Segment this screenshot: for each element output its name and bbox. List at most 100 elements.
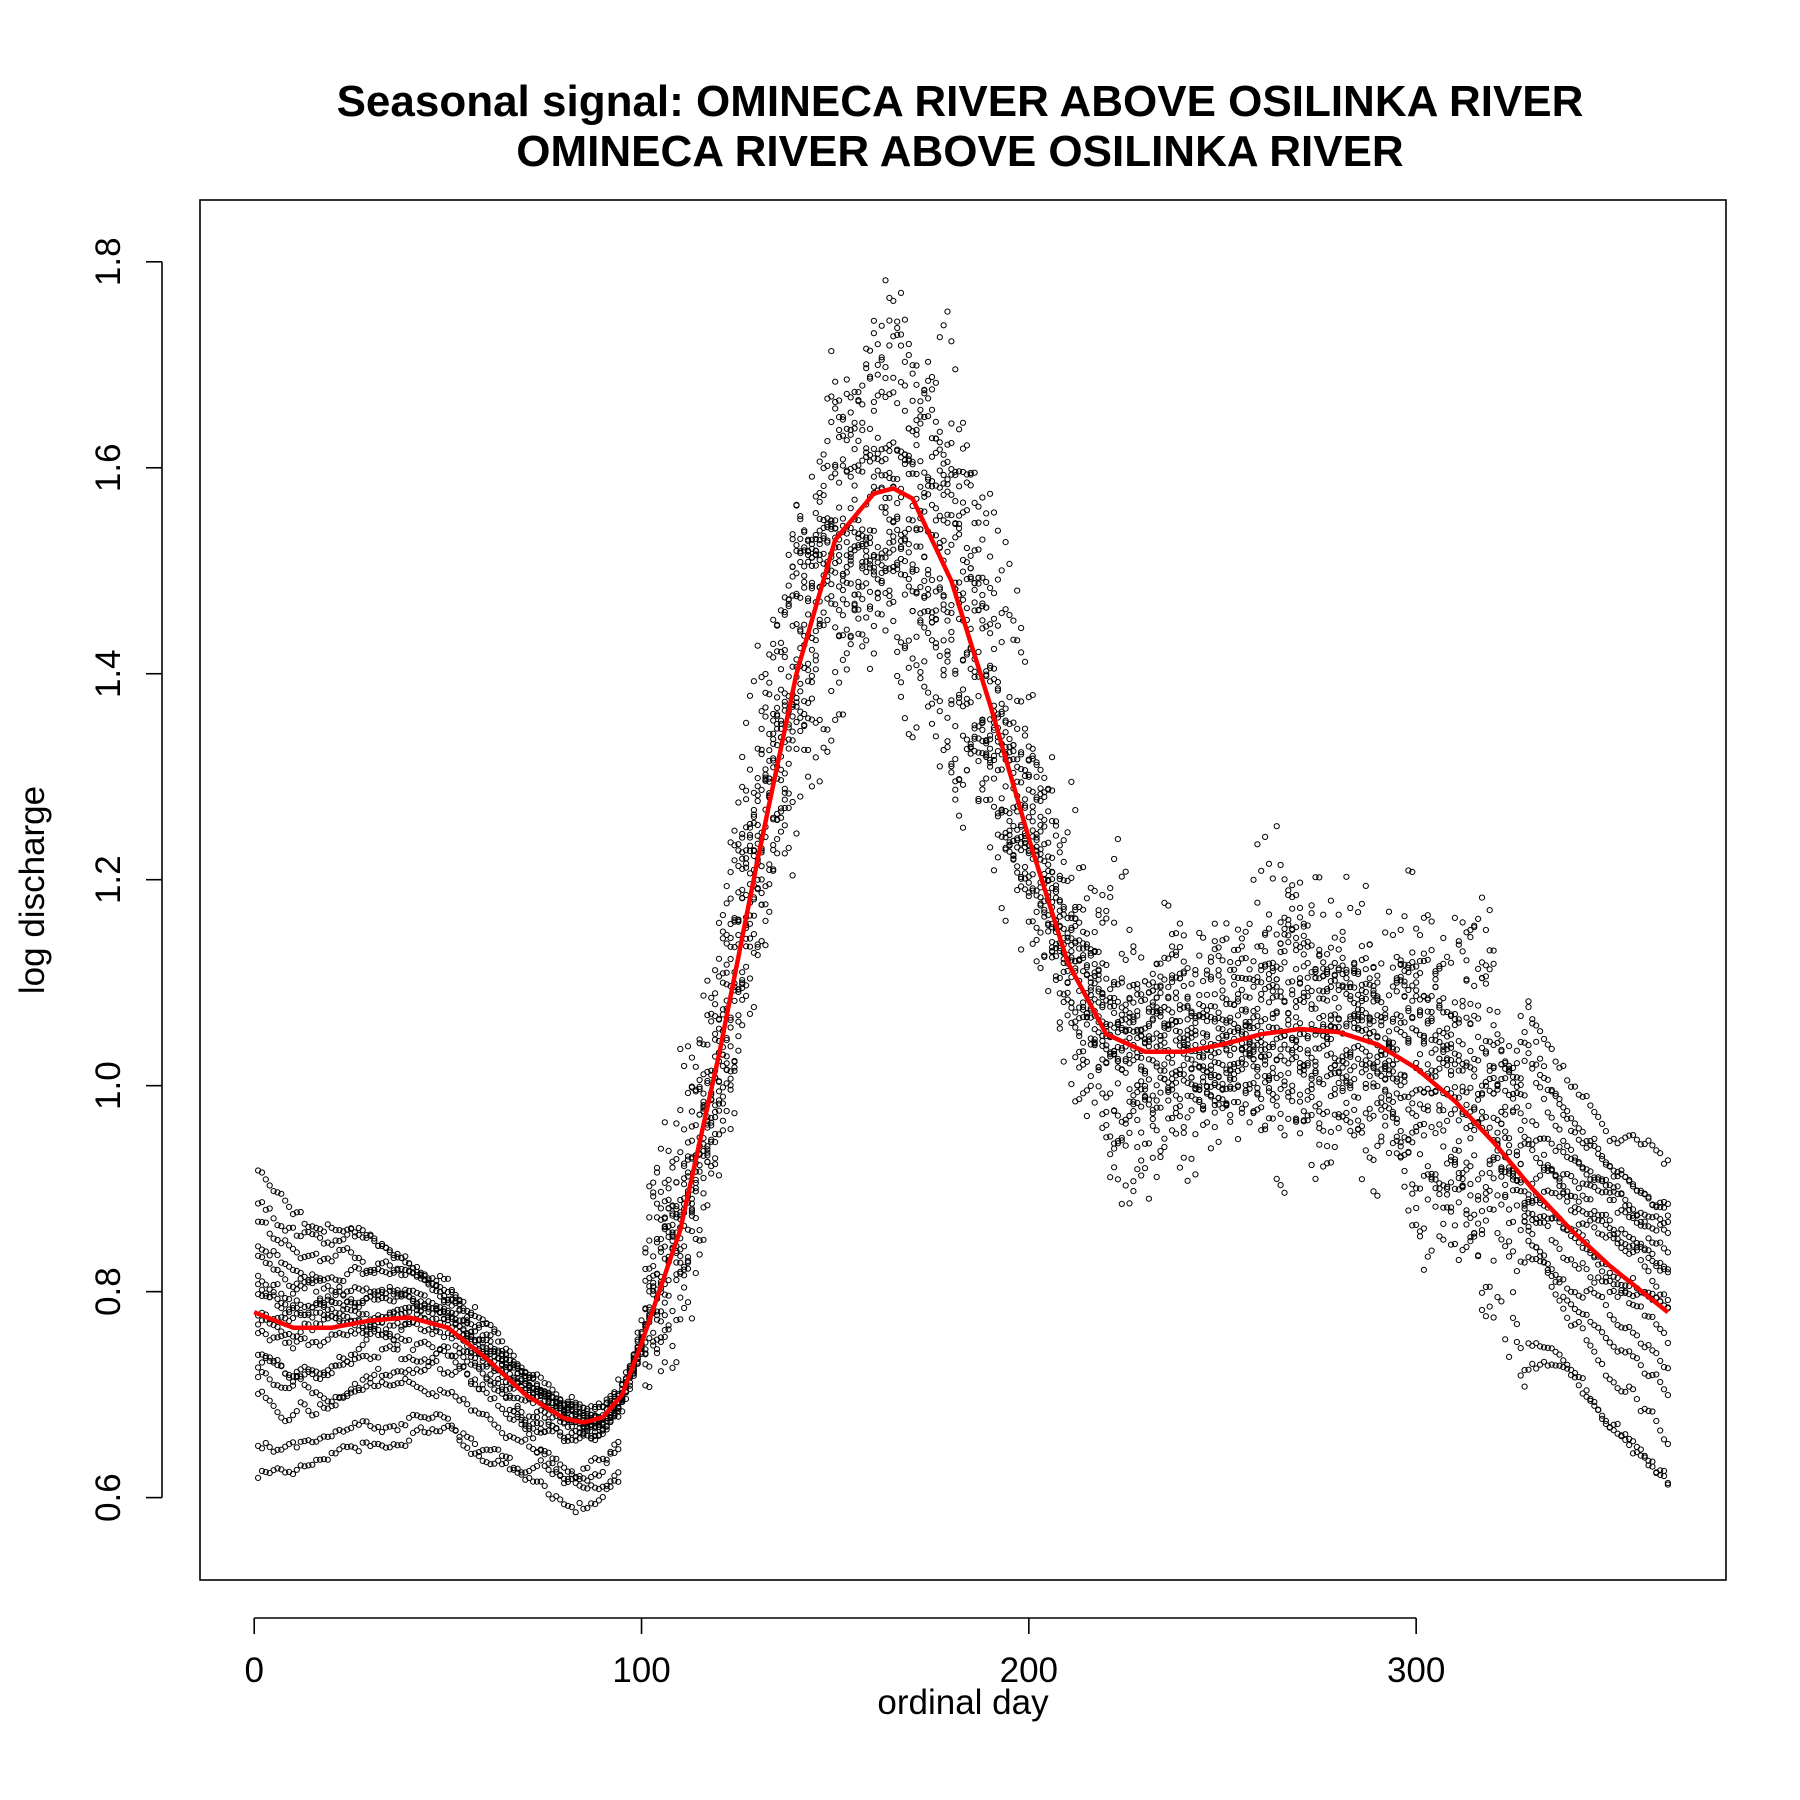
data-point <box>897 571 905 578</box>
data-point <box>464 1370 471 1377</box>
data-point <box>793 570 800 577</box>
data-point <box>471 1355 479 1362</box>
data-point <box>859 643 866 650</box>
data-point <box>1339 1074 1346 1081</box>
data-point <box>816 622 823 630</box>
data-point <box>1657 1204 1664 1211</box>
data-point <box>1180 1041 1187 1049</box>
data-point <box>1126 1051 1133 1059</box>
data-point <box>545 1381 552 1388</box>
data-point <box>1331 972 1338 979</box>
data-point <box>1122 1182 1129 1189</box>
data-point <box>1231 966 1238 973</box>
data-point <box>297 1233 304 1240</box>
data-point <box>1324 968 1331 976</box>
data-point <box>289 1290 297 1297</box>
data-point <box>1490 947 1497 954</box>
data-point <box>417 1326 424 1333</box>
data-point <box>642 1350 649 1357</box>
data-point <box>1533 1175 1540 1182</box>
data-point <box>1595 1230 1602 1237</box>
data-point <box>1149 999 1156 1006</box>
data-point <box>1502 1059 1509 1067</box>
data-point <box>1548 1215 1555 1222</box>
data-point <box>1405 1037 1412 1044</box>
data-point <box>1153 1004 1160 1011</box>
data-point <box>1343 975 1350 982</box>
data-point <box>812 562 819 569</box>
data-point <box>952 786 959 793</box>
data-point <box>491 1326 498 1333</box>
data-point <box>1614 1281 1621 1288</box>
data-point <box>452 1310 459 1317</box>
data-point <box>762 883 769 890</box>
data-point <box>1498 1048 1505 1055</box>
data-point <box>1021 804 1029 811</box>
data-point <box>789 728 796 735</box>
data-point <box>1045 928 1052 935</box>
data-point <box>336 1318 343 1325</box>
data-point <box>297 1208 304 1216</box>
data-point <box>286 1306 293 1313</box>
data-point <box>1014 837 1021 844</box>
data-point <box>808 536 816 543</box>
data-point <box>967 482 974 489</box>
data-point <box>278 1190 285 1197</box>
data-point <box>805 595 812 602</box>
data-point <box>332 1288 339 1296</box>
data-point <box>797 680 804 687</box>
data-point <box>1207 954 1215 961</box>
data-point <box>332 1362 339 1369</box>
data-point <box>274 1334 281 1341</box>
data-point <box>913 543 920 550</box>
data-point <box>1331 995 1338 1002</box>
data-point <box>1629 1214 1637 1222</box>
data-point <box>1331 959 1338 967</box>
data-point <box>1389 1039 1397 1046</box>
data-point <box>1564 1143 1571 1150</box>
data-point <box>359 1299 366 1307</box>
data-point <box>1401 993 1408 1000</box>
data-point <box>1033 834 1040 841</box>
data-point <box>1138 1157 1145 1164</box>
data-point <box>289 1302 297 1309</box>
data-point <box>1114 998 1122 1005</box>
data-point <box>1231 1001 1238 1008</box>
data-point <box>1571 1289 1579 1296</box>
data-point <box>1227 1028 1234 1035</box>
data-point <box>851 496 858 503</box>
data-point <box>719 1093 727 1100</box>
data-point <box>874 610 881 617</box>
data-point <box>332 1276 339 1283</box>
data-point <box>1436 998 1443 1005</box>
data-point <box>499 1383 506 1390</box>
data-point <box>1111 1002 1118 1010</box>
data-point <box>1068 914 1075 922</box>
data-point <box>1645 1342 1652 1349</box>
data-point <box>1176 1042 1184 1049</box>
data-point <box>417 1339 424 1346</box>
data-point <box>533 1371 541 1378</box>
data-point <box>731 1067 738 1074</box>
data-point <box>952 723 959 730</box>
data-point <box>1552 1058 1559 1065</box>
data-point <box>828 737 835 744</box>
data-point <box>913 525 920 532</box>
data-point <box>944 548 951 555</box>
data-point <box>1262 948 1269 955</box>
data-point <box>832 601 839 608</box>
data-point <box>777 766 785 773</box>
data-point <box>743 719 750 727</box>
data-point <box>506 1365 513 1372</box>
data-point <box>332 1393 339 1401</box>
data-point <box>444 1275 451 1282</box>
data-point <box>1277 919 1284 926</box>
data-point <box>262 1219 269 1226</box>
y-tick-label: 1.0 <box>89 1061 128 1110</box>
data-point <box>797 516 804 523</box>
data-point <box>1200 1074 1207 1081</box>
data-point <box>1223 920 1230 927</box>
data-point <box>832 559 839 567</box>
data-point <box>1049 944 1056 951</box>
data-point <box>1649 1277 1656 1285</box>
